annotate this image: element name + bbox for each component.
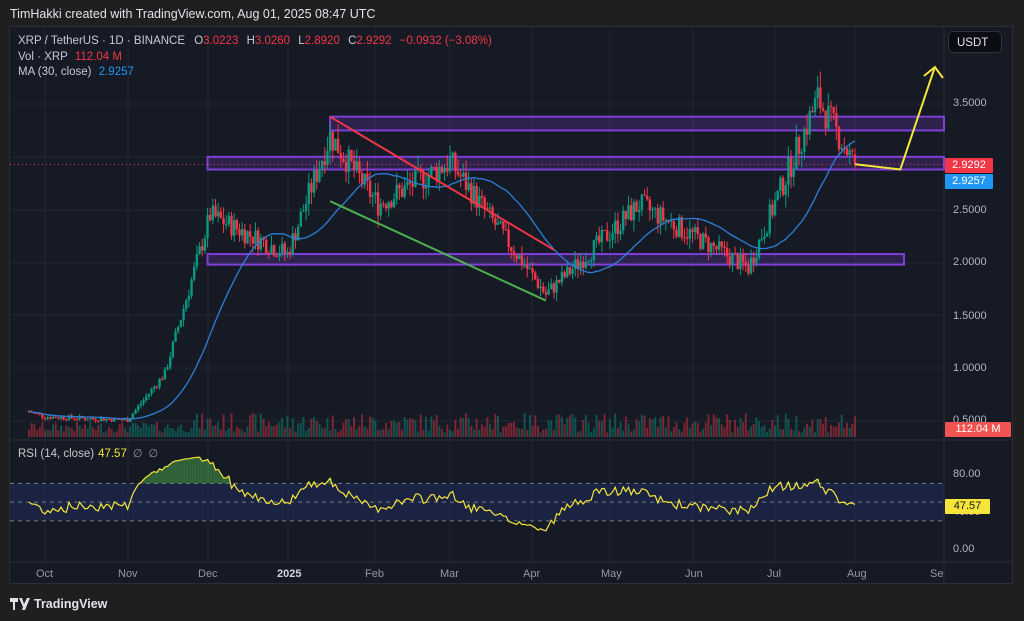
price-axis-label: 2.0000 xyxy=(953,256,987,268)
volume-value: 112.04 M xyxy=(74,50,122,63)
close-value: 2.9292 xyxy=(356,35,392,47)
brand-name: TradingView xyxy=(34,597,108,611)
close-label: C xyxy=(348,35,357,47)
rsi-legend[interactable]: RSI (14, close) 47.57 ∅ ∅ xyxy=(18,447,158,460)
ma-label: MA (30, close) xyxy=(18,66,92,78)
time-axis-label: Mar xyxy=(440,568,459,580)
open-label: O xyxy=(194,35,204,47)
price-axis-label: 1.0000 xyxy=(953,362,987,374)
rsi-value: 47.57 xyxy=(98,448,127,460)
ma30-line xyxy=(28,140,856,420)
rsi-axis-label: 80.00 xyxy=(953,468,981,480)
low-value: 2.8920 xyxy=(304,35,340,47)
ma-price-tag: 2.9257 xyxy=(945,174,993,189)
trendline-projection-arrow[interactable] xyxy=(854,66,936,171)
chart-credit: TimHakki created with TradingView.com, A… xyxy=(10,7,376,21)
volume-row[interactable]: Vol · XRP 112.04 M xyxy=(18,50,492,66)
open-value: 3.0223 xyxy=(203,35,239,47)
change-value: −0.0932 (−3.08%) xyxy=(399,35,492,47)
time-axis-label: May xyxy=(601,568,622,580)
time-axis-label: Se xyxy=(930,568,944,580)
volume-label: Vol · XRP xyxy=(18,50,68,63)
rsi-axis-label: 0.00 xyxy=(953,543,975,555)
time-axis-label: Aug xyxy=(847,568,867,580)
rsi-line xyxy=(28,456,856,532)
zone-resistance-mid[interactable] xyxy=(206,155,945,171)
currency-button[interactable]: USDT xyxy=(948,31,1002,53)
tradingview-logo[interactable]: TradingView xyxy=(10,597,107,611)
volume-tag: 112.04 M xyxy=(945,422,1011,437)
price-axis-label: 3.5000 xyxy=(953,97,987,109)
ma-row[interactable]: MA (30, close) 2.9257 xyxy=(18,65,492,81)
rsi-value-tag: 47.57 xyxy=(945,499,990,514)
tradingview-logo-icon xyxy=(10,598,30,610)
ma-value: 2.9257 xyxy=(98,66,134,78)
time-axis-label: Nov xyxy=(118,568,138,580)
trendline-descending-resistance[interactable] xyxy=(329,115,555,251)
time-axis-label: Apr xyxy=(523,568,541,580)
high-label: H xyxy=(246,35,255,47)
high-value: 3.0260 xyxy=(254,35,291,47)
rsi-label: RSI (14, close) xyxy=(18,448,95,460)
price-axis-label: 1.5000 xyxy=(953,310,987,322)
time-axis-label: Oct xyxy=(36,568,54,580)
arrow-head-icon xyxy=(923,65,944,79)
time-axis-label: Feb xyxy=(365,568,384,580)
time-axis-label: Jul xyxy=(767,568,782,580)
time-axis-label: 2025 xyxy=(277,568,302,580)
zone-support[interactable] xyxy=(206,253,905,266)
time-axis-label: Dec xyxy=(198,568,218,580)
last-price-tag: 2.9292 xyxy=(945,158,993,173)
chart-frame xyxy=(9,26,1013,584)
rsi-null-icon: ∅ xyxy=(132,448,143,460)
ohlc-row[interactable]: XRP / TetherUS · 1D · BINANCE O3.0223 H3… xyxy=(18,34,492,50)
low-label: L xyxy=(298,35,305,47)
trendline-descending-support[interactable] xyxy=(329,200,547,302)
zone-resistance-upper[interactable] xyxy=(329,115,945,132)
rsi-null-icon: ∅ xyxy=(148,448,159,460)
symbol-title[interactable]: XRP / TetherUS · 1D · BINANCE xyxy=(18,35,186,47)
time-axis-label: Jun xyxy=(685,568,703,580)
symbol-legend: XRP / TetherUS · 1D · BINANCE O3.0223 H3… xyxy=(18,34,492,81)
price-axis-label: 2.5000 xyxy=(953,204,987,216)
